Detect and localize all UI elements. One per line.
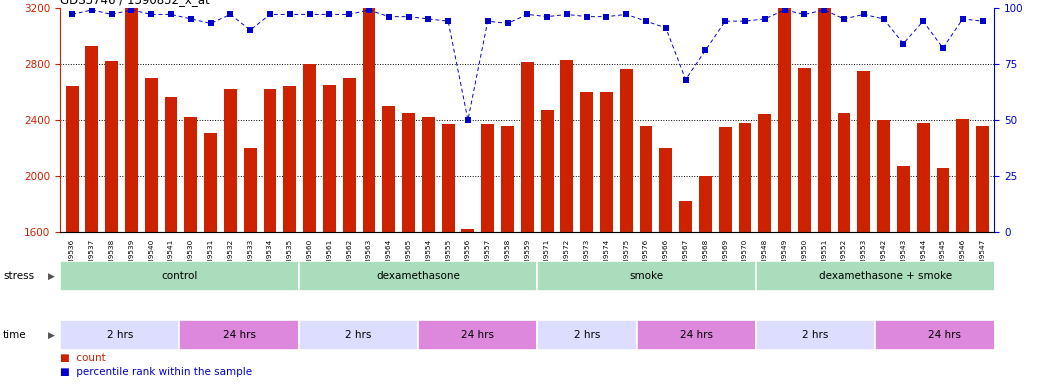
Bar [679,201,692,384]
Bar [877,120,890,384]
Bar [165,98,177,384]
Bar [538,261,756,291]
Text: 2 hrs: 2 hrs [346,330,372,340]
Text: time: time [3,330,27,340]
Bar [936,167,950,384]
Bar [798,68,811,384]
Bar [756,261,1014,291]
Text: dexamethasone: dexamethasone [376,271,460,281]
Bar [580,92,593,384]
Bar [818,0,830,384]
Bar [185,117,197,384]
Text: 2 hrs: 2 hrs [802,330,828,340]
Bar [442,124,455,384]
Bar [501,126,514,384]
Text: ▶: ▶ [48,271,55,281]
Bar [462,229,474,384]
Bar [976,126,989,384]
Bar [323,85,336,384]
Bar [362,8,376,384]
Bar [299,320,418,350]
Text: 24 hrs: 24 hrs [222,330,255,340]
Bar [600,92,612,384]
Text: 24 hrs: 24 hrs [461,330,494,340]
Bar [538,320,636,350]
Bar [857,71,870,384]
Bar [65,86,79,384]
Text: dexamethasone + smoke: dexamethasone + smoke [819,271,952,281]
Text: 24 hrs: 24 hrs [680,330,713,340]
Bar [421,117,435,384]
Text: GDS3746 / 1390852_x_at: GDS3746 / 1390852_x_at [60,0,210,7]
Bar [639,126,653,384]
Text: control: control [161,271,197,281]
Text: 24 hrs: 24 hrs [928,330,961,340]
Bar [838,113,850,384]
Bar [778,8,791,384]
Text: smoke: smoke [629,271,663,281]
Bar [244,148,256,384]
Bar [299,261,538,291]
Text: ■  percentile rank within the sample: ■ percentile rank within the sample [60,367,252,377]
Bar [541,110,553,384]
Bar [224,89,237,384]
Bar [659,148,673,384]
Bar [897,166,909,384]
Text: 2 hrs: 2 hrs [107,330,133,340]
Bar [283,86,296,384]
Bar [85,46,99,384]
Bar [60,261,299,291]
Bar [180,320,299,350]
Bar [418,320,538,350]
Bar [561,60,573,384]
Bar [105,61,118,384]
Bar [620,70,633,384]
Bar [521,62,534,384]
Bar [125,8,138,384]
Bar [343,78,356,384]
Bar [699,176,712,384]
Text: ▶: ▶ [48,331,55,339]
Bar [718,127,732,384]
Bar [759,114,771,384]
Bar [145,78,158,384]
Text: 2 hrs: 2 hrs [574,330,600,340]
Text: ■  count: ■ count [60,353,106,363]
Bar [60,320,180,350]
Bar [264,89,276,384]
Bar [482,124,494,384]
Bar [956,119,969,384]
Bar [739,123,752,384]
Bar [636,320,756,350]
Bar [917,123,930,384]
Bar [303,64,316,384]
Bar [402,113,415,384]
Bar [756,320,875,350]
Bar [875,320,1014,350]
Text: stress: stress [3,271,34,281]
Bar [382,106,395,384]
Bar [204,132,217,384]
